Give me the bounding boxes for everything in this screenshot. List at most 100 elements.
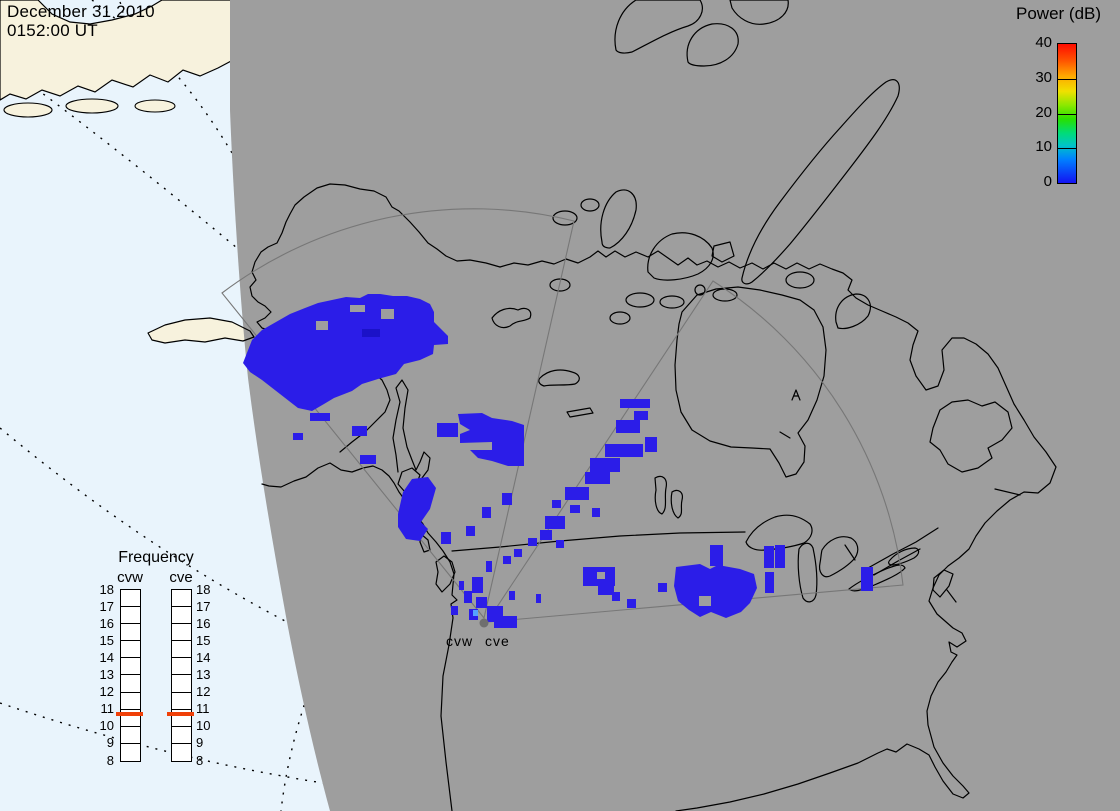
echo-cell — [598, 586, 614, 595]
frequency-scale-number: 8 — [106, 752, 114, 768]
echo-cell — [441, 532, 451, 544]
frequency-scale-number: 10 — [196, 718, 211, 734]
frequency-scale-number: 13 — [99, 667, 114, 682]
echo-cell — [616, 420, 640, 433]
frequency-scale-number: 14 — [196, 649, 211, 665]
echo-cell-gap — [597, 572, 605, 579]
frequency-scale-number: 13 — [196, 667, 211, 682]
frequency-marker — [116, 711, 143, 716]
frequency-scale-number: 10 — [99, 718, 114, 734]
echo-cell — [362, 329, 380, 337]
echo-cell — [861, 567, 873, 591]
frequency-scale-number: 17 — [196, 598, 211, 614]
echo-cell — [476, 597, 487, 608]
echo-cell — [540, 530, 552, 540]
echo-cell — [360, 455, 376, 464]
frequency-bar-cell — [121, 710, 140, 727]
power-colorbar — [1057, 43, 1077, 184]
colorbar-tick-label: 30 — [1035, 68, 1052, 86]
echo-cell — [645, 437, 657, 452]
echo-cell-cluster — [458, 413, 524, 466]
echo-cell-gap — [350, 305, 365, 312]
frequency-radar-label: cvw — [117, 569, 143, 586]
frequency-bar-cell — [121, 658, 140, 676]
frequency-radar-label: cve — [169, 569, 193, 586]
echo-cell — [293, 433, 303, 440]
echo-cell — [775, 545, 785, 568]
frequency-scale-number: 11 — [100, 701, 115, 717]
echo-cell — [552, 500, 561, 508]
frequency-bar-cell — [172, 607, 191, 625]
echo-cell — [486, 561, 492, 572]
nightside-region — [230, 0, 1120, 811]
frequency-scale-number: 16 — [99, 615, 114, 631]
colorbar-tick-label: 0 — [1043, 173, 1052, 190]
echo-cell — [605, 444, 643, 457]
frequency-scale-number: 9 — [196, 735, 204, 751]
echo-cell — [590, 458, 620, 472]
frequency-bar-cell — [121, 624, 140, 642]
colorbar-separator — [1057, 113, 1077, 115]
map-label-cve: cve — [485, 633, 510, 649]
map-label-cvw: cvw — [446, 633, 474, 649]
echo-cell — [565, 487, 589, 500]
echo-cell — [764, 546, 774, 568]
echo-cell — [503, 556, 511, 564]
echo-cell — [585, 472, 610, 484]
echo-cell — [464, 591, 472, 603]
echo-cell-cluster — [243, 294, 448, 411]
frequency-bar-cell — [172, 641, 191, 659]
frequency-scale-number: 11 — [196, 701, 210, 717]
frequency-bar — [120, 589, 141, 762]
colorbar-tick-label: 20 — [1035, 103, 1052, 121]
chukotka-tip-fill — [148, 318, 254, 343]
echo-cell — [634, 411, 648, 420]
frequency-bar-cell — [121, 590, 140, 608]
frequency-scale-number: 15 — [99, 632, 114, 648]
fov-cve — [485, 280, 904, 623]
frequency-panel-title: Frequency — [118, 549, 194, 566]
frequency-bar-cell — [121, 641, 140, 659]
radar-fov-outlines — [221, 208, 904, 623]
frequency-bar-cell — [172, 658, 191, 676]
frequency-scale-number: 18 — [99, 581, 114, 597]
echo-cell — [592, 508, 600, 517]
echo-cell — [502, 493, 512, 505]
echo-cell — [658, 583, 667, 592]
echo-cell — [482, 507, 491, 518]
colorbar-separator — [1057, 148, 1077, 150]
echo-cell — [437, 423, 458, 437]
frequency-bar-cell — [121, 675, 140, 693]
frequency-bar-cell — [172, 675, 191, 693]
echo-cell — [620, 399, 650, 408]
echo-cell — [473, 610, 478, 616]
radar-echo-cells — [243, 294, 873, 628]
echo-cell — [536, 594, 541, 603]
coastlines — [147, 0, 1057, 811]
echo-cell-gap — [699, 596, 711, 606]
frequency-marker — [167, 711, 194, 716]
echo-cell — [627, 599, 636, 608]
echo-cell-gap — [316, 321, 328, 330]
frequency-scale-number: 14 — [99, 649, 114, 665]
echo-cell — [310, 413, 330, 421]
frequency-bar-cell — [172, 624, 191, 642]
frequency-scale-number: 8 — [196, 752, 204, 768]
echo-cell — [509, 591, 515, 600]
fov-cvw — [221, 208, 575, 620]
frequency-bar-cell — [172, 744, 191, 761]
echo-cell-cluster — [398, 477, 436, 541]
frequency-scale-number: 9 — [106, 735, 114, 751]
frequency-bar-cell — [121, 693, 140, 710]
echo-cell-gap — [381, 309, 394, 319]
frequency-bar-cell — [172, 727, 191, 744]
frequency-scale-number: 16 — [196, 615, 211, 631]
echo-cell — [710, 545, 723, 566]
frequency-bar-cell — [121, 607, 140, 625]
echo-cell-cluster — [674, 564, 757, 618]
echo-cell — [451, 606, 458, 615]
echo-cell — [545, 516, 565, 529]
colorbar-title: Power (dB) — [1016, 4, 1102, 23]
time-text: 0152:00 UT — [7, 21, 98, 40]
